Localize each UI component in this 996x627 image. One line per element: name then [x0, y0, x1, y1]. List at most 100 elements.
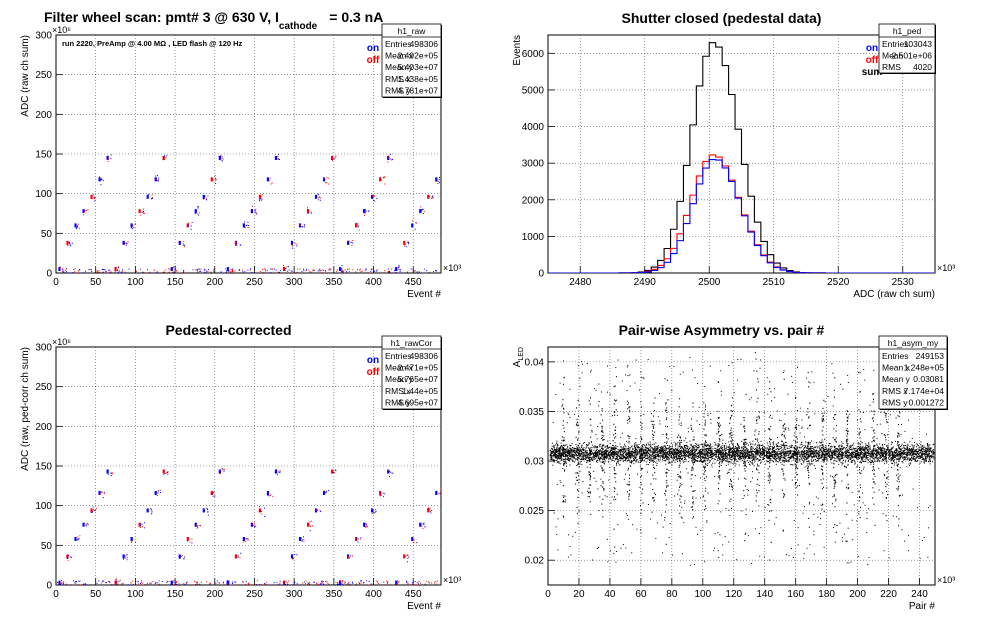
asym-point — [582, 452, 584, 454]
asym-point — [882, 452, 884, 454]
scatter-point — [328, 183, 330, 185]
baseline-point — [66, 271, 68, 273]
scatter-point — [373, 199, 375, 201]
asym-point — [647, 464, 649, 466]
scatter-point — [323, 490, 325, 492]
x-tick-label: 220 — [880, 589, 897, 600]
asym-point — [638, 451, 640, 453]
asym-point — [865, 447, 867, 449]
asym-point — [794, 453, 796, 455]
baseline-point — [118, 270, 120, 272]
asym-point — [602, 454, 604, 456]
asym-point — [680, 446, 682, 448]
asym-point — [694, 449, 696, 451]
asym-point — [764, 463, 766, 465]
scatter-point — [335, 470, 337, 472]
asym-point — [831, 457, 833, 459]
asym-point — [597, 450, 599, 452]
scatter-point — [125, 242, 127, 244]
asym-point — [680, 452, 682, 454]
asym-point — [730, 454, 732, 456]
scatter-point — [107, 160, 109, 162]
asym-point — [735, 458, 737, 460]
asym-point — [774, 453, 776, 455]
scatter-point — [413, 542, 415, 544]
asym-point — [709, 447, 711, 449]
baseline-point — [370, 270, 372, 272]
scatter-point — [366, 525, 368, 527]
scatter-point — [277, 158, 279, 160]
scatter-point — [396, 272, 398, 273]
scatter-point — [264, 515, 266, 517]
asym-point — [556, 457, 558, 459]
asym-point — [912, 447, 914, 449]
scatter-point — [203, 198, 205, 200]
asym-point — [641, 455, 643, 457]
asym-point — [556, 454, 558, 456]
asym-point — [785, 455, 787, 457]
asym-point — [837, 452, 839, 454]
asym-point — [801, 455, 803, 457]
scatter-point — [366, 526, 368, 528]
asym-point — [553, 446, 555, 448]
asym-point — [665, 449, 667, 451]
scatter-point — [277, 153, 279, 155]
asym-point — [590, 456, 592, 458]
asym-point — [779, 448, 781, 450]
scatter-point — [360, 537, 362, 539]
scatter-cluster — [130, 536, 133, 541]
asym-point — [694, 455, 696, 457]
baseline-point — [191, 584, 193, 585]
scatter-point — [126, 559, 128, 561]
asym-point — [787, 459, 789, 461]
x-exponent-label: ×10³ — [443, 575, 461, 585]
asym-point — [667, 462, 669, 464]
asym-point — [660, 448, 662, 450]
asym-point — [565, 449, 567, 451]
y-axis-label: ADC (raw, ped-corr ch sum) — [20, 347, 31, 471]
asym-point — [805, 453, 807, 455]
scatter-point — [126, 553, 128, 555]
asym-point — [639, 457, 641, 459]
asym-point — [924, 450, 926, 452]
asym-point — [746, 455, 748, 457]
scatter-point — [332, 159, 334, 161]
asym-point — [926, 451, 928, 453]
asym-point — [554, 454, 556, 456]
scatter-point — [291, 247, 293, 249]
asym-point — [837, 456, 839, 458]
scatter-point — [139, 525, 141, 527]
scatter-point — [376, 197, 378, 199]
scatter-point — [116, 580, 118, 582]
run-annotation: run 2220, PreAmp @ 4.00 MΩ , LED flash @… — [62, 39, 243, 48]
asym-point — [689, 454, 691, 456]
asym-point — [791, 447, 793, 449]
asym-point — [860, 450, 862, 452]
asym-point — [867, 448, 869, 450]
scatter-point — [131, 540, 133, 542]
asym-point — [851, 455, 853, 457]
asym-point — [918, 456, 920, 458]
asym-point — [924, 455, 926, 457]
scatter-point — [323, 492, 325, 494]
scatter-point — [207, 509, 209, 511]
asym-point — [671, 457, 673, 459]
asym-point — [720, 460, 722, 462]
asym-point — [683, 453, 685, 455]
scatter-cluster — [194, 209, 197, 214]
baseline-point — [263, 583, 265, 585]
asym-point — [561, 449, 563, 451]
baseline-point — [62, 270, 64, 272]
baseline-point — [246, 584, 248, 585]
baseline-point — [83, 583, 85, 585]
scatter-point — [359, 538, 361, 540]
asym-point — [794, 454, 796, 456]
asym-point — [616, 463, 618, 465]
asym-point — [583, 442, 585, 444]
asym-point — [644, 445, 646, 447]
asym-point — [750, 450, 752, 452]
asym-point — [821, 452, 823, 454]
asym-point — [734, 457, 736, 459]
asym-point — [926, 455, 928, 457]
scatter-point — [214, 175, 216, 177]
